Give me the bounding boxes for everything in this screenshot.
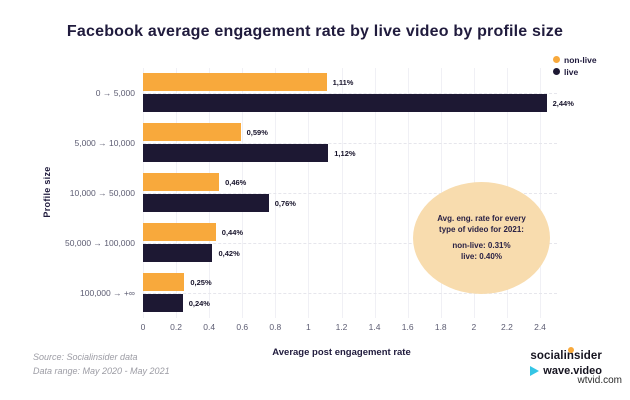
x-tick-label: 0 — [140, 322, 146, 332]
source-note: Source: Socialinsider data Data range: M… — [33, 350, 170, 378]
category-dashed-gridline — [143, 193, 557, 194]
legend-label-non-live: non-live — [564, 54, 597, 65]
non-live-value-label: 0,46% — [225, 178, 247, 187]
wave-video-logo: wave.video — [530, 365, 602, 377]
non-live-bar — [143, 73, 327, 91]
legend-label-live: live — [564, 66, 579, 77]
legend: non-live live — [553, 54, 597, 77]
live-bar — [143, 244, 213, 262]
category-label: 0 → 5,000 — [95, 87, 135, 98]
chart-title: Facebook average engagement rate by live… — [66, 23, 564, 40]
live-value-label: 0,24% — [188, 299, 210, 308]
y-axis-title: Profile size — [42, 166, 52, 218]
non-live-value-label: 0,44% — [221, 228, 244, 237]
socialinsider-dot-icon — [567, 347, 574, 353]
source-line: Source: Socialinsider data — [33, 352, 138, 362]
category-dashed-gridline — [143, 93, 557, 94]
x-axis-title: Average post engagement rate — [272, 347, 411, 358]
non-live-value-label: 1,11% — [332, 78, 354, 87]
annotation-line-1: Avg. eng. rate for every — [437, 214, 526, 223]
category-label: 10,000 → 50,000 — [69, 187, 135, 198]
watermark: wtvid.com — [577, 375, 622, 386]
x-tick-label: 0.8 — [269, 322, 282, 332]
x-tick-label: 0.2 — [170, 322, 182, 332]
category-label: 5,000 → 10,000 — [74, 137, 136, 148]
brand-logos: socialinsider wave.video — [530, 346, 602, 377]
average-rate-annotation-bubble: Avg. eng. rate for every type of video f… — [413, 182, 550, 294]
live-value-label: 0,76% — [274, 199, 296, 208]
non-live-bar — [143, 223, 216, 241]
x-tick-label: 0.4 — [203, 322, 216, 332]
x-tick-label: 1.8 — [434, 322, 447, 332]
non-live-bar — [143, 273, 185, 291]
live-bar — [143, 294, 183, 312]
wave-video-logo-text: wave.video — [543, 365, 602, 377]
data-range-line: Data range: May 2020 - May 2021 — [33, 366, 170, 376]
category-dashed-gridline — [143, 293, 557, 294]
non-live-legend-dot-icon — [553, 56, 560, 63]
socialinsider-logo: socialinsider — [530, 347, 602, 362]
category-dashed-gridline — [143, 143, 557, 144]
annotation-line-2: type of video for 2021: — [439, 224, 524, 234]
live-value-label: 1,12% — [334, 149, 356, 158]
category-label: 50,000 → 100,000 — [65, 237, 135, 248]
socialinsider-logo-text: socialinsider — [530, 350, 602, 362]
x-tick-label: 0.6 — [236, 322, 249, 332]
x-tick-label: 1 — [306, 322, 311, 332]
play-icon — [530, 366, 540, 376]
x-tick-label: 2 — [471, 322, 477, 332]
live-bar — [143, 94, 547, 112]
annotation-non-live-value: non-live: 0.31% — [452, 241, 511, 250]
non-live-bar — [143, 123, 241, 141]
live-value-label: 2,44% — [552, 99, 574, 108]
live-value-label: 0,42% — [218, 249, 240, 258]
non-live-value-label: 0,59% — [246, 128, 268, 137]
x-tick-label: 2.2 — [500, 322, 513, 332]
x-tick-label: 2.4 — [534, 322, 546, 332]
x-tick-label: 1.6 — [401, 322, 414, 332]
annotation-live-value: live: 0.40% — [461, 251, 502, 261]
live-bar — [143, 194, 269, 212]
non-live-bar — [143, 173, 220, 191]
non-live-value-label: 0,25% — [190, 278, 212, 287]
category-dashed-gridline — [143, 243, 557, 244]
live-bar — [143, 144, 329, 162]
legend-item-live: live — [553, 66, 597, 77]
live-legend-dot-icon — [553, 68, 560, 75]
x-tick-label: 1.2 — [335, 322, 348, 332]
x-tick-label: 1.4 — [368, 322, 381, 332]
category-label: 100,000 → +∞ — [80, 287, 135, 298]
legend-item-non-live: non-live — [553, 54, 597, 65]
